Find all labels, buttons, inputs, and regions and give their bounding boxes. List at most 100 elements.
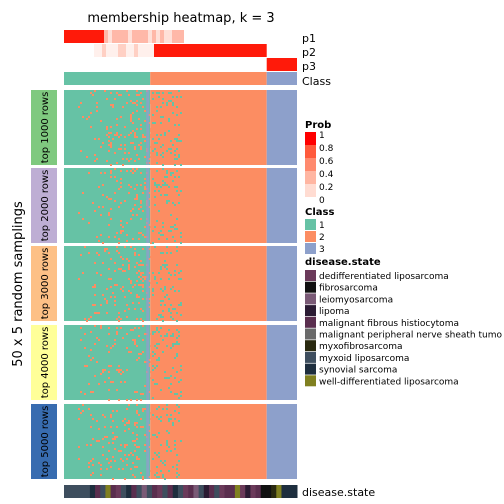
- heat-block-class1: [64, 325, 151, 400]
- heat-cell: [154, 367, 156, 369]
- heat-cell: [150, 357, 152, 359]
- heat-cell: [92, 418, 94, 420]
- legend-disease-swatch: [305, 316, 316, 328]
- heat-cell: [160, 460, 162, 462]
- heat-cell: [130, 452, 132, 454]
- heat-cell: [166, 202, 168, 204]
- heat-cell: [162, 234, 164, 236]
- heat-cell: [134, 466, 136, 468]
- heat-cell: [128, 454, 130, 456]
- heat-cell: [174, 274, 176, 276]
- heat-cell: [162, 351, 164, 353]
- heat-cell: [162, 408, 164, 410]
- heat-cell: [172, 345, 174, 347]
- heat-cell: [128, 278, 130, 280]
- row-group-label: top 3000 rows: [40, 248, 51, 320]
- track-p1-cell: [112, 30, 116, 43]
- heat-cell: [94, 343, 96, 345]
- heat-cell: [134, 391, 136, 393]
- heat-cell: [152, 290, 154, 292]
- heat-cell: [134, 146, 136, 148]
- heat-cell: [162, 339, 164, 341]
- legend-disease-swatch: [305, 270, 316, 281]
- heat-cell: [172, 343, 174, 345]
- heat-cell: [90, 414, 92, 416]
- heat-cell: [104, 90, 106, 92]
- y-axis-label: 50 x 5 random samplings: [11, 201, 26, 367]
- heat-cell: [106, 98, 108, 100]
- legend-class-label: 1: [319, 221, 325, 231]
- heat-cell: [162, 476, 164, 478]
- heat-cell: [138, 238, 140, 240]
- heat-cell: [110, 296, 112, 298]
- heat-block-class3: [266, 168, 297, 243]
- heat-cell: [110, 142, 112, 144]
- heat-cell: [114, 98, 116, 100]
- heat-cell: [134, 254, 136, 256]
- heat-cell: [172, 96, 174, 98]
- heat-cell: [166, 104, 168, 106]
- heat-cell: [138, 414, 140, 416]
- heat-cell: [112, 106, 114, 108]
- legend-disease-label: malignant fibrous histiocytoma: [319, 319, 459, 329]
- heat-cell: [170, 375, 172, 377]
- heat-cell: [126, 347, 128, 349]
- heat-cell: [170, 140, 172, 142]
- heat-cell: [152, 458, 154, 460]
- heat-cell: [158, 418, 160, 420]
- heat-cell: [152, 434, 154, 436]
- heat-cell: [108, 442, 110, 444]
- legend-class-title: Class: [305, 207, 334, 218]
- heat-cell: [176, 312, 178, 314]
- heat-cell: [132, 172, 134, 174]
- heat-cell: [174, 154, 176, 156]
- heat-cell: [142, 136, 144, 138]
- heat-cell: [100, 274, 102, 276]
- heat-cell: [78, 408, 80, 410]
- heat-cell: [180, 270, 182, 272]
- heat-cell: [158, 452, 160, 454]
- heat-cell: [80, 102, 82, 104]
- heat-cell: [154, 148, 156, 150]
- heat-cell: [126, 369, 128, 371]
- heat-cell: [174, 240, 176, 242]
- heat-cell: [100, 214, 102, 216]
- row-group-label: top 4000 rows: [40, 327, 51, 399]
- heat-cell: [168, 278, 170, 280]
- heat-cell: [140, 278, 142, 280]
- heat-cell: [90, 331, 92, 333]
- heat-cell: [176, 96, 178, 98]
- heat-cell: [156, 162, 158, 164]
- heat-cell: [136, 294, 138, 296]
- heat-cell: [90, 474, 92, 476]
- heat-cell: [162, 320, 164, 322]
- heat-cell: [144, 333, 146, 335]
- heat-cell: [164, 335, 166, 337]
- heat-cell: [144, 278, 146, 280]
- heat-cell: [134, 204, 136, 206]
- heat-cell: [140, 308, 142, 310]
- disease-cell: [136, 485, 143, 498]
- heat-cell: [154, 142, 156, 144]
- chart-title: membership heatmap, k = 3: [87, 11, 274, 26]
- heat-cell: [178, 290, 180, 292]
- heat-cell: [166, 450, 168, 452]
- heat-cell: [142, 339, 144, 341]
- disease-cell: [245, 485, 251, 498]
- heat-cell: [152, 178, 154, 180]
- heat-cell: [156, 472, 158, 474]
- heat-cell: [114, 438, 116, 440]
- heat-cell: [156, 184, 158, 186]
- heat-cell: [174, 228, 176, 230]
- heat-cell: [110, 278, 112, 280]
- heat-cell: [180, 140, 182, 142]
- heat-cell: [168, 148, 170, 150]
- heat-cell: [140, 418, 142, 420]
- heat-cell: [96, 236, 98, 238]
- heat-cell: [106, 458, 108, 460]
- heat-cell: [92, 94, 94, 96]
- heat-cell: [106, 312, 108, 314]
- legend-disease-swatch: [305, 363, 316, 375]
- heat-cell: [180, 232, 182, 234]
- disease-cell: [219, 485, 226, 498]
